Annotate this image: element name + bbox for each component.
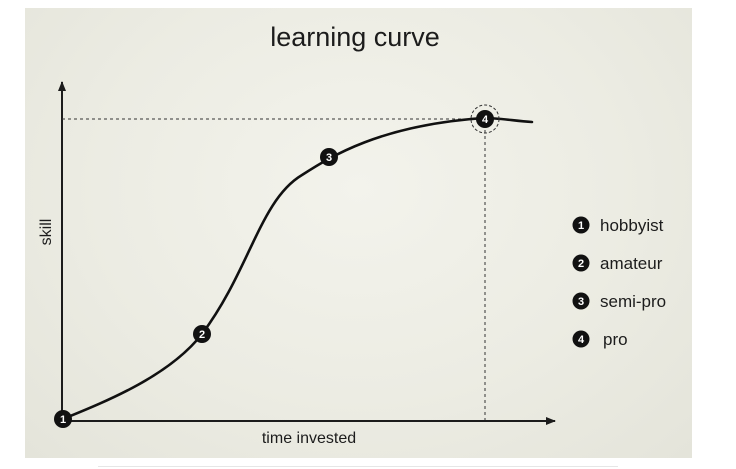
marker-number: 4 <box>482 114 489 126</box>
marker-circle <box>320 148 338 166</box>
curve-marker-2: 2 <box>193 325 211 343</box>
legend-label: pro <box>603 330 628 349</box>
learning-curve-line <box>61 116 534 421</box>
curve-marker-1: 1 <box>54 410 72 428</box>
legend-label: amateur <box>600 254 663 273</box>
curve-marker-4: 4 <box>476 110 494 128</box>
curve-marker-3: 3 <box>320 148 338 166</box>
legend-item-pro: 4 pro <box>572 330 628 349</box>
legend-item-hobbyist: 1 hobbyist <box>572 216 664 235</box>
legend-marker <box>572 330 590 348</box>
legend-marker <box>572 216 590 234</box>
legend-number: 2 <box>578 258 584 270</box>
plateau-highlight-ring <box>470 104 500 134</box>
marker-circle <box>476 110 494 128</box>
legend: 1 hobbyist 2 amateur 3 semi-pro 4 pro <box>572 216 666 349</box>
y-axis-label: skill <box>38 219 55 246</box>
marker-circle <box>54 410 72 428</box>
legend-item-semi-pro: 3 semi-pro <box>572 292 666 311</box>
diagram-title: learning curve <box>270 22 440 52</box>
marker-number: 1 <box>60 414 66 426</box>
legend-number: 1 <box>578 220 584 232</box>
legend-marker <box>572 292 590 310</box>
legend-item-amateur: 2 amateur <box>572 254 663 273</box>
legend-label: semi-pro <box>600 292 666 311</box>
legend-marker <box>572 254 590 272</box>
divider <box>98 466 618 467</box>
legend-number: 4 <box>578 334 585 346</box>
marker-circle <box>193 325 211 343</box>
legend-label: hobbyist <box>600 216 664 235</box>
legend-number: 3 <box>578 296 584 308</box>
marker-number: 2 <box>199 329 205 341</box>
x-axis-label: time invested <box>262 430 356 447</box>
marker-number: 3 <box>326 152 332 164</box>
